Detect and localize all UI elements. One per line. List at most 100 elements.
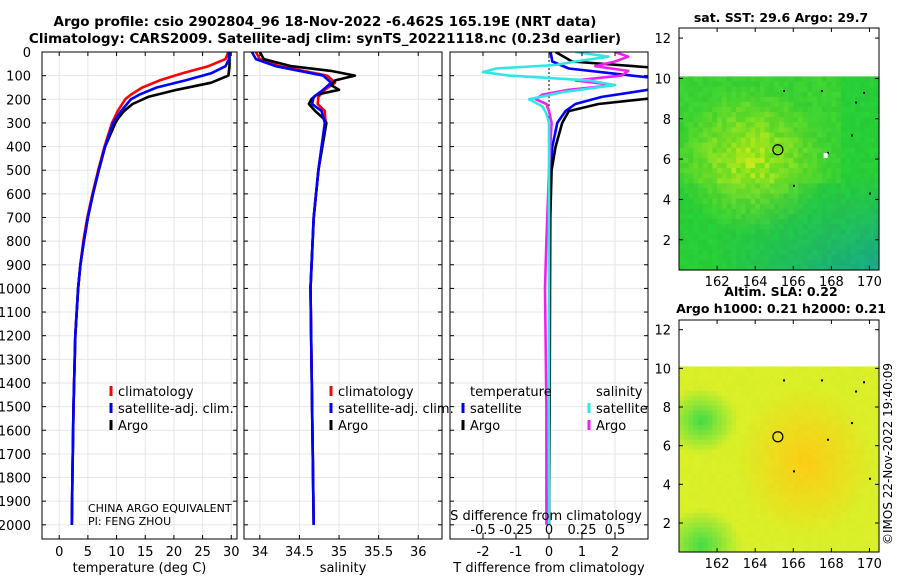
heatmap-cell	[693, 101, 699, 108]
heatmap-cell	[764, 178, 771, 184]
heatmap-cell	[731, 371, 737, 377]
heatmap-cell	[740, 203, 747, 210]
heatmap-cell	[755, 132, 761, 139]
heatmap-cell	[831, 376, 837, 382]
heatmap-cell	[859, 254, 866, 261]
heatmap-cell	[693, 429, 699, 436]
heatmap-cell	[874, 264, 880, 271]
heatmap-cell	[769, 264, 775, 271]
heatmap-cell	[840, 547, 847, 553]
heatmap-cell	[721, 178, 728, 184]
heatmap-cell	[726, 400, 732, 407]
heatmap-cell	[874, 219, 880, 225]
heatmap-cell	[717, 81, 723, 88]
heatmap-cell	[831, 152, 837, 159]
heatmap-cell	[702, 405, 709, 411]
heatmap-cell	[840, 390, 847, 397]
heatmap-cell	[812, 147, 818, 154]
heatmap-cell	[836, 381, 842, 387]
heatmap-cell	[802, 381, 809, 387]
heatmap-cell	[812, 488, 818, 494]
heatmap-cell	[679, 219, 685, 225]
heatmap-cell	[693, 264, 699, 271]
heatmap-cell	[702, 371, 709, 377]
heatmap-cell	[726, 371, 732, 377]
heatmap-cell	[731, 137, 737, 144]
heatmap-cell	[793, 173, 799, 179]
heatmap-cell	[698, 498, 704, 504]
heatmap-cell	[707, 259, 713, 266]
heatmap-cell	[788, 183, 794, 190]
heatmap-cell	[702, 503, 709, 509]
heatmap-cell	[679, 178, 685, 184]
heatmap-cell	[774, 193, 780, 200]
heatmap-cell	[869, 464, 875, 470]
island-speck	[855, 101, 857, 104]
heatmap-cell	[812, 224, 818, 230]
heatmap-cell	[812, 178, 818, 184]
heatmap-cell	[802, 532, 809, 538]
heatmap-cell	[698, 542, 704, 548]
heatmap-cell	[769, 434, 775, 441]
heatmap-cell	[793, 198, 799, 205]
heatmap-cell	[779, 512, 785, 519]
heatmap-cell	[831, 244, 837, 251]
heatmap-cell	[836, 420, 842, 426]
depth-tick-label: 1900	[0, 495, 31, 510]
heatmap-cell	[821, 137, 828, 144]
heatmap-cell	[821, 219, 828, 225]
heatmap-cell	[769, 127, 775, 134]
heatmap-cell	[736, 86, 742, 93]
heatmap-cell	[864, 101, 871, 108]
heatmap-cell	[726, 198, 732, 205]
heatmap-cell	[817, 147, 823, 154]
heatmap-cell	[840, 234, 847, 241]
heatmap-cell	[745, 459, 752, 465]
heatmap-cell	[812, 517, 818, 524]
heatmap-cell	[740, 106, 747, 113]
heatmap-cell	[755, 219, 761, 225]
heatmap-cell	[802, 473, 809, 480]
heatmap-cell	[740, 517, 747, 524]
heatmap-cell	[679, 229, 685, 235]
heatmap-cell	[707, 239, 713, 246]
heatmap-cell	[731, 425, 737, 431]
salinity-difference-axis-title: S difference from climatology	[450, 509, 642, 524]
heatmap-cell	[831, 173, 837, 179]
heatmap-cell	[736, 142, 742, 149]
heatmap-cell	[717, 459, 723, 465]
heatmap-cell	[736, 117, 742, 123]
heatmap-cell	[774, 173, 780, 179]
heatmap-cell	[807, 439, 813, 446]
heatmap-cell	[869, 224, 875, 230]
heatmap-cell	[702, 229, 709, 235]
heatmap-cell	[788, 547, 794, 553]
heatmap-cell	[764, 106, 771, 113]
heatmap-cell	[783, 376, 790, 382]
heatmap-cell	[679, 264, 685, 271]
heatmap-cell	[859, 112, 866, 118]
heatmap-cell	[745, 493, 752, 499]
heatmap-cell	[726, 395, 732, 402]
depth-tick-label: 500	[6, 164, 31, 179]
heatmap-cell	[740, 415, 747, 421]
heatmap-cell	[698, 512, 704, 519]
heatmap-cell	[840, 464, 847, 470]
heatmap-cell	[750, 400, 756, 407]
heatmap-cell	[698, 203, 704, 210]
map-x-tick-label: 170	[857, 275, 882, 290]
heatmap-cell	[798, 106, 804, 113]
heatmap-cell	[731, 366, 737, 372]
heatmap-cell	[807, 483, 813, 490]
heatmap-cell	[845, 101, 852, 108]
heatmap-cell	[769, 508, 775, 514]
heatmap-cell	[788, 459, 794, 465]
x-tick-label: 34.5	[285, 545, 314, 560]
heatmap-cell	[717, 147, 723, 154]
heatmap-cell	[836, 415, 842, 421]
heatmap-cell	[683, 434, 690, 441]
heatmap-cell	[779, 117, 785, 123]
diff-sal-legend-label: satellite	[596, 402, 648, 417]
heatmap-cell	[750, 264, 756, 271]
heatmap-cell	[750, 163, 756, 169]
